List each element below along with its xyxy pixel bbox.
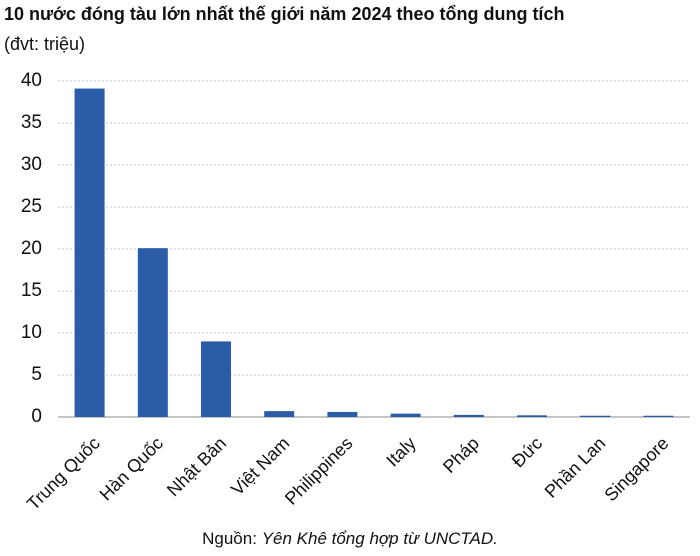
x-tick-label: Pháp — [439, 433, 483, 477]
x-tick-label: Trung Quốc — [23, 433, 104, 514]
bar — [643, 415, 674, 417]
y-tick-label: 5 — [31, 364, 42, 385]
y-tick-label: 20 — [21, 238, 42, 259]
bar — [74, 88, 105, 417]
bar — [264, 411, 295, 417]
source-text: Yên Khê tổng hợp từ UNCTAD. — [262, 529, 498, 548]
x-tick-label: Singapore — [600, 433, 672, 505]
x-tick-label: Hàn Quốc — [96, 433, 167, 504]
bar — [327, 411, 358, 417]
x-tick-label: Philippines — [281, 433, 357, 509]
x-tick-label: Phần Lan — [541, 433, 610, 502]
bar — [137, 248, 168, 417]
bar — [580, 415, 611, 417]
y-tick-label: 25 — [21, 196, 42, 217]
y-tick-label: 30 — [21, 154, 42, 175]
source-label: Nguồn: — [202, 529, 257, 548]
y-tick-label: 15 — [21, 280, 42, 301]
source: Nguồn: Yên Khê tổng hợp từ UNCTAD. — [202, 529, 498, 548]
bar — [201, 341, 231, 417]
chart-subtitle: (đvt: triệu) — [4, 34, 85, 54]
y-tick-label: 10 — [21, 322, 42, 343]
bar — [517, 415, 547, 417]
y-tick-label: 0 — [31, 406, 42, 427]
y-tick-label: 35 — [21, 112, 42, 133]
bar — [453, 414, 484, 417]
chart-title: 10 nước đóng tàu lớn nhất thế giới năm 2… — [4, 4, 564, 24]
x-tick-label: Nhật Bản — [163, 433, 230, 500]
x-tick-label: Việt Nam — [227, 433, 293, 499]
y-tick-label: 40 — [21, 70, 42, 91]
bar — [390, 413, 421, 417]
x-tick-label: Đức — [508, 433, 546, 471]
x-tick-label: Italy — [382, 433, 419, 470]
